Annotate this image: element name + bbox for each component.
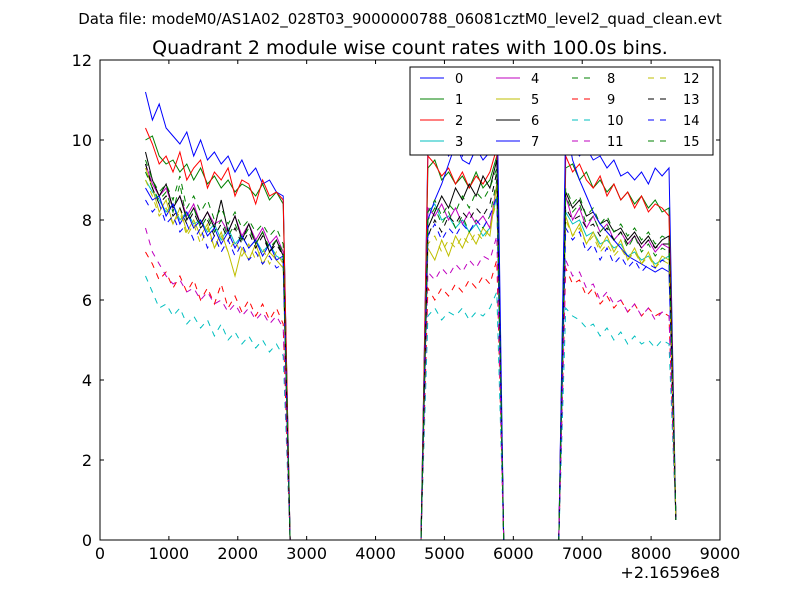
y-tick-label: 10: [72, 131, 92, 150]
chart-title: Quadrant 2 module wise count rates with …: [152, 37, 668, 59]
series-line-1: [145, 135, 677, 541]
legend-label-0: 0: [455, 72, 463, 87]
chart-suptitle: Data file: modeM0/AS1A02_028T03_90000007…: [78, 10, 722, 29]
legend-box: [409, 66, 714, 156]
y-tick-label: 0: [82, 531, 92, 550]
series-line-4: [145, 163, 677, 541]
legend-label-8: 8: [607, 72, 615, 87]
series-line-10: [145, 275, 677, 541]
legend-label-2: 2: [455, 114, 463, 129]
legend-label-10: 10: [607, 114, 624, 129]
series-line-0: [145, 91, 677, 541]
legend-label-5: 5: [531, 93, 539, 108]
x-tick-label: 6000: [493, 544, 534, 563]
y-tick-label: 8: [82, 211, 92, 230]
series-line-15: [145, 159, 677, 541]
x-tick-label: 1000: [149, 544, 190, 563]
legend-label-3: 3: [455, 135, 463, 150]
y-tick-label: 2: [82, 451, 92, 470]
legend-label-6: 6: [531, 114, 539, 129]
x-tick-label: 5000: [424, 544, 465, 563]
x-tick-label: 9000: [700, 544, 741, 563]
series-line-12: [145, 179, 677, 541]
x-tick-label: 2000: [217, 544, 258, 563]
legend-label-12: 12: [683, 72, 700, 87]
x-tick-label: 4000: [355, 544, 396, 563]
x-tick-label: 8000: [631, 544, 672, 563]
series-line-9: [145, 251, 677, 541]
series-line-13: [145, 163, 677, 541]
y-tick-label: 12: [72, 51, 92, 70]
x-offset-label: +2.16596e8: [620, 563, 720, 582]
legend-label-14: 14: [683, 114, 700, 129]
legend-label-9: 9: [607, 93, 615, 108]
legend-label-1: 1: [455, 93, 463, 108]
x-tick-label: 3000: [286, 544, 327, 563]
x-tick-label: 7000: [562, 544, 603, 563]
series-line-11: [145, 227, 677, 541]
y-tick-label: 6: [82, 291, 92, 310]
legend-label-13: 13: [683, 93, 700, 108]
axis-ticks: 0 1000 2000 3000 4000 5000 6000 7000 8000 9000 0 2 4…: [72, 51, 741, 563]
legend-label-4: 4: [531, 72, 539, 87]
x-tick-label: 0: [95, 544, 105, 563]
legend-label-7: 7: [531, 135, 539, 150]
legend-label-15: 15: [683, 135, 700, 150]
series-line-6: [145, 151, 677, 541]
legend-label-11: 11: [607, 135, 624, 150]
series-line-14: [145, 195, 677, 541]
y-tick-label: 4: [82, 371, 92, 390]
